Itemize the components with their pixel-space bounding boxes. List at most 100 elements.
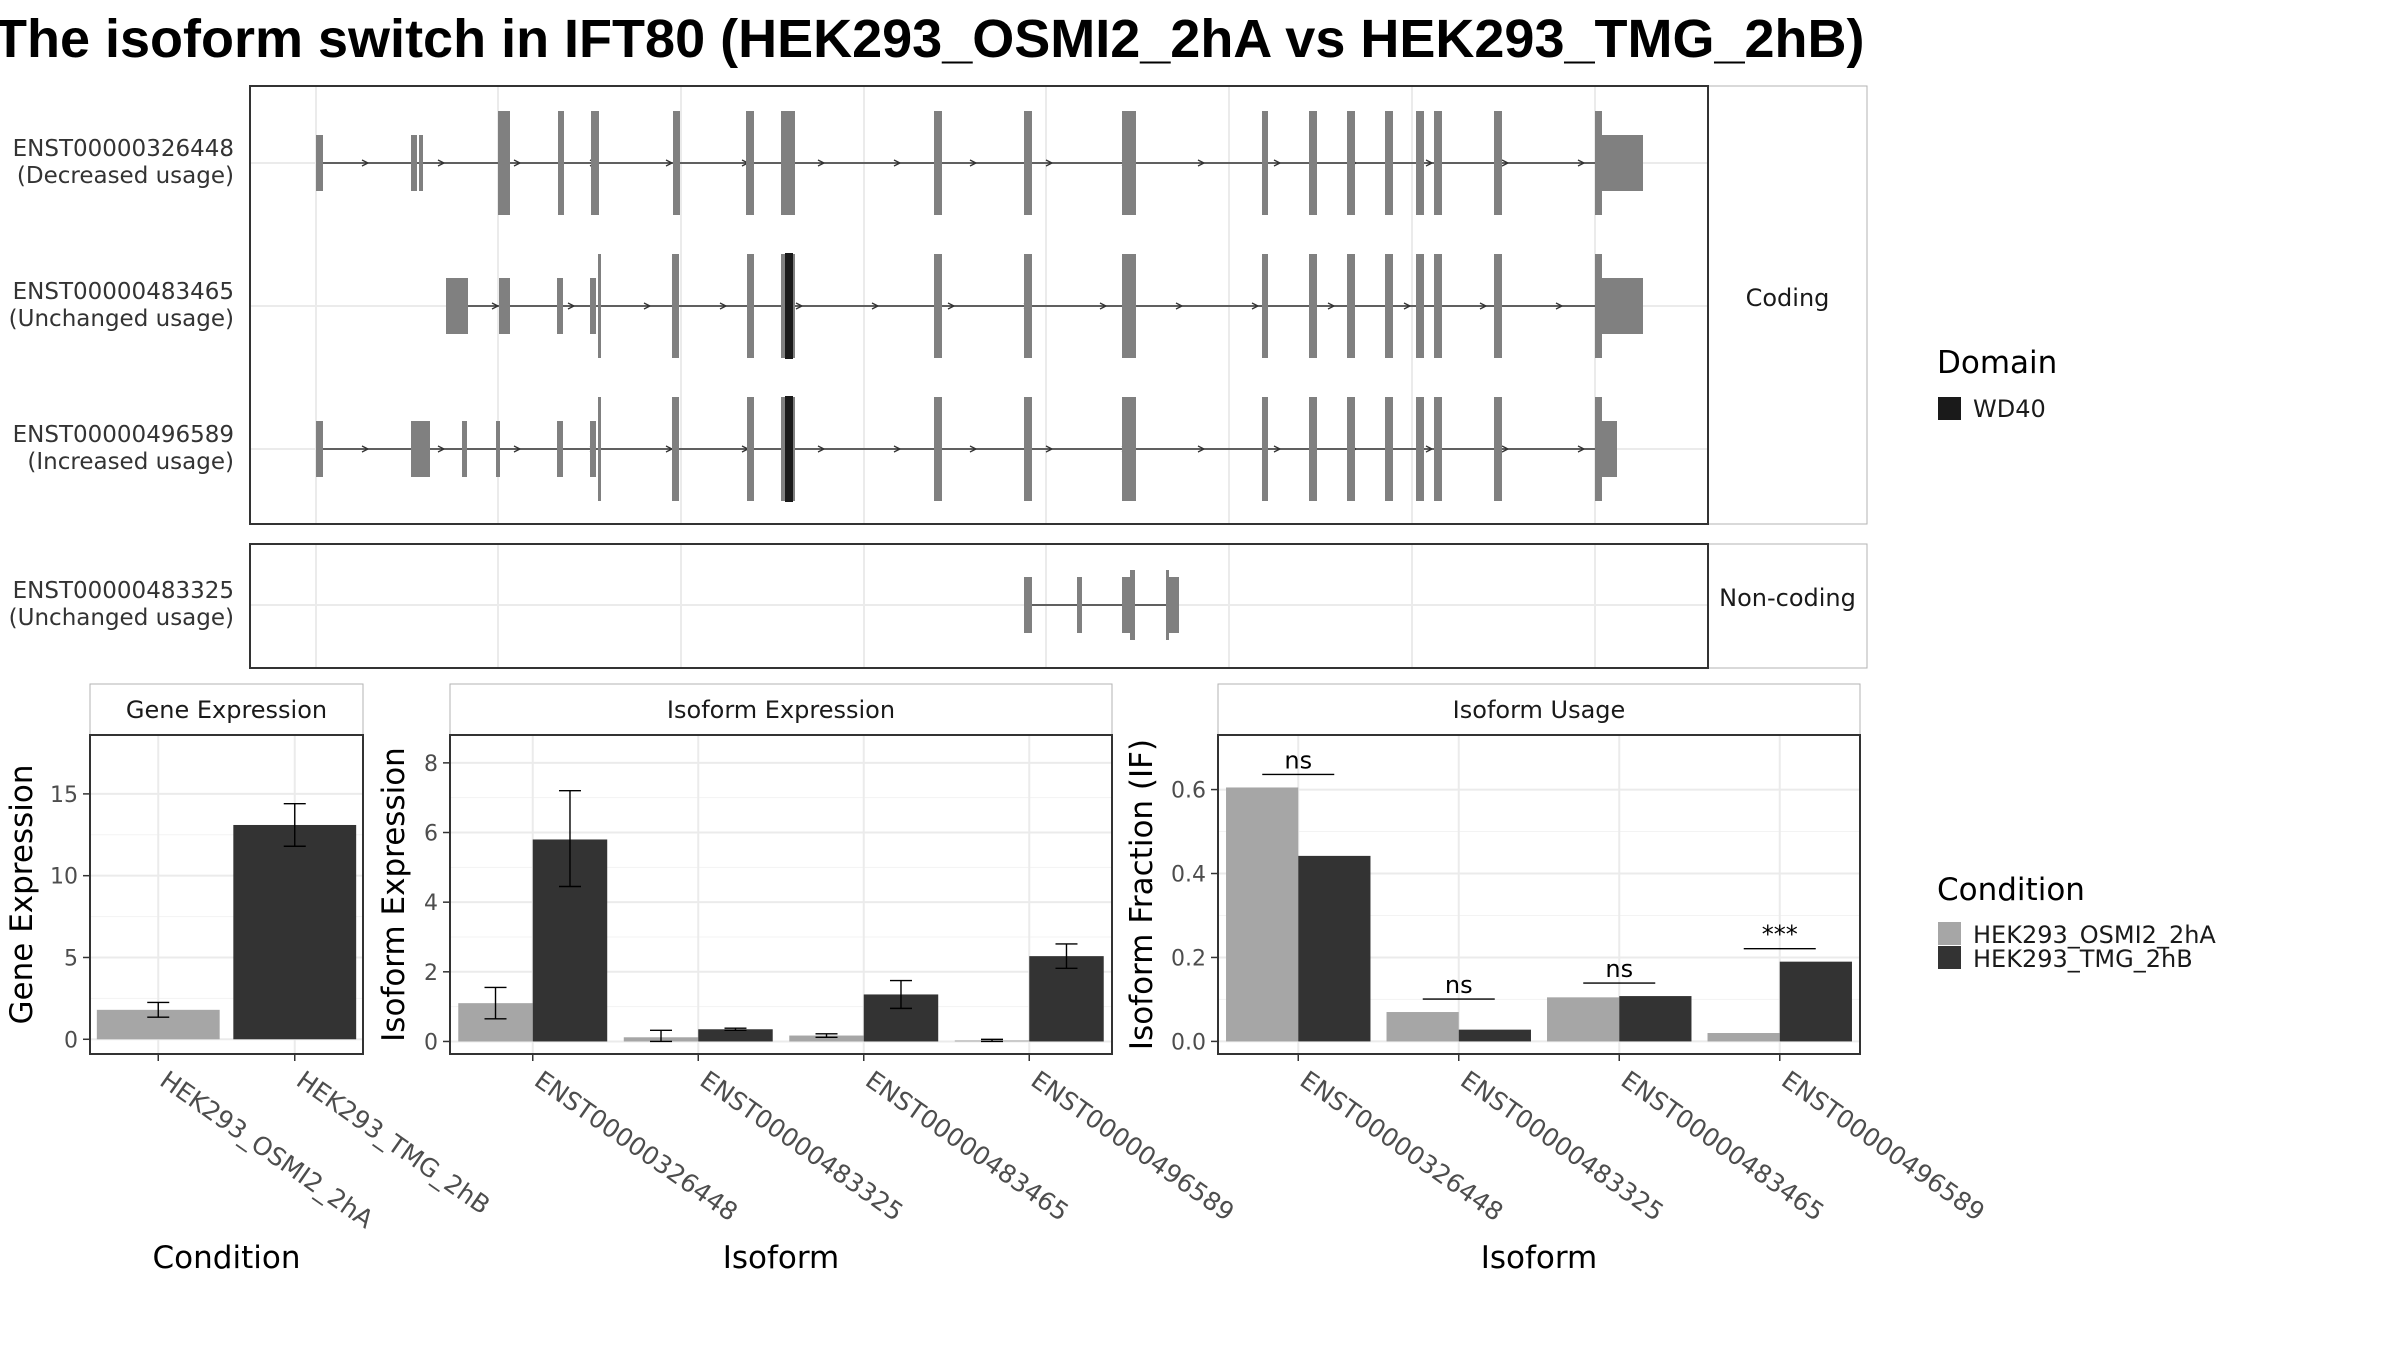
- exon: [1385, 254, 1393, 358]
- strand-arrow: [1099, 302, 1108, 310]
- exon: [411, 421, 430, 477]
- panel-border: [449, 734, 1113, 1055]
- strand-arrow: [1327, 302, 1336, 310]
- exon: [411, 135, 417, 191]
- strip-label-coding: Coding: [1746, 284, 1830, 312]
- exon: [1434, 111, 1442, 215]
- exon: [1262, 397, 1268, 501]
- condition-legend-label-a: HEK293_OSMI2_2hA: [1973, 921, 2216, 949]
- figure-title: The isoform switch in IFT80 (HEK293_OSMI…: [0, 9, 1865, 69]
- y-tick-label: 0.2: [1171, 946, 1206, 971]
- exon: [1024, 111, 1032, 215]
- bar: [698, 1029, 773, 1042]
- exon: [934, 397, 942, 501]
- strand-arrow: [1501, 159, 1510, 167]
- strand-arrow: [437, 159, 446, 167]
- bar: [1029, 956, 1104, 1042]
- domain-legend-title: Domain: [1937, 345, 2057, 381]
- y-tick-label: 0.4: [1171, 863, 1206, 888]
- strand-arrow: [795, 302, 804, 310]
- bar: [1298, 855, 1371, 1042]
- transcript-structure-panel: Coding Non-coding ENST00000326448(Decrease…: [9, 85, 1868, 669]
- exon: [1347, 254, 1355, 358]
- strand-arrow: [1501, 445, 1510, 453]
- significance-label: ns: [1445, 971, 1473, 999]
- strand-arrow: [969, 159, 978, 167]
- exon: [419, 135, 423, 191]
- domain-legend-label: WD40: [1973, 395, 2046, 423]
- transcript-usage-label: (Unchanged usage): [9, 306, 234, 332]
- strand-arrow: [1251, 302, 1260, 310]
- exon: [1416, 254, 1424, 358]
- exon: [1167, 577, 1179, 633]
- transcript-id-label: ENST00000496589: [13, 422, 234, 448]
- facet-border: [249, 543, 1709, 669]
- exon: [1077, 577, 1082, 633]
- strand-arrow: [817, 445, 826, 453]
- wd40-domain: [785, 253, 793, 359]
- strand-arrow: [437, 445, 446, 453]
- exon: [1434, 254, 1442, 358]
- exon: [1122, 111, 1136, 215]
- strand-arrow: [947, 302, 956, 310]
- transcript-id-label: ENST00000483325: [13, 578, 234, 604]
- gene-expression-panel: Gene Expression051015HEK293_OSMI2_2hAHEK…: [4, 683, 495, 1276]
- exon: [781, 111, 795, 215]
- exon: [1262, 111, 1268, 215]
- exon: [557, 278, 563, 334]
- y-tick-label: 8: [424, 752, 438, 777]
- exon: [1309, 254, 1317, 358]
- y-tick-label: 0.0: [1171, 1030, 1206, 1055]
- y-tick-label: 0.6: [1171, 779, 1206, 804]
- exon: [1262, 254, 1268, 358]
- exon: [1024, 577, 1032, 633]
- condition-legend-swatch-b: [1938, 946, 1961, 969]
- exon: [1024, 397, 1032, 501]
- bar: [1619, 996, 1692, 1042]
- y-axis-title: Isoform Fraction (IF): [1124, 739, 1160, 1050]
- strand-arrow: [1555, 302, 1564, 310]
- strand-arrow: [491, 302, 500, 310]
- exon: [934, 111, 942, 215]
- x-axis-title: Condition: [153, 1240, 301, 1276]
- strand-arrow: [1425, 445, 1434, 453]
- transcript-id-label: ENST00000483465: [13, 279, 234, 305]
- x-axis-title: Isoform: [1481, 1240, 1598, 1276]
- strand-arrow: [1273, 445, 1282, 453]
- panel-title: Isoform Expression: [667, 696, 895, 724]
- panel-border: [89, 734, 364, 1055]
- exon: [1385, 111, 1393, 215]
- panel-title: Isoform Usage: [1453, 696, 1626, 724]
- strand-arrow: [893, 445, 902, 453]
- bar: [1707, 1033, 1780, 1042]
- bar: [1226, 787, 1299, 1042]
- exon: [747, 397, 754, 501]
- exon: [316, 135, 323, 191]
- exon: [1601, 135, 1643, 191]
- strand-arrow: [1577, 159, 1586, 167]
- bar: [1779, 961, 1852, 1042]
- strand-arrow: [719, 302, 728, 310]
- condition-legend-title: Condition: [1937, 872, 2085, 908]
- exon: [1122, 397, 1136, 501]
- strand-arrow: [893, 159, 902, 167]
- y-axis-title: Gene Expression: [4, 765, 40, 1025]
- exon: [316, 421, 323, 477]
- exon: [496, 421, 500, 477]
- exon: [558, 111, 564, 215]
- panel-border: [1217, 734, 1861, 1055]
- exon: [557, 421, 563, 477]
- strand-arrow: [969, 445, 978, 453]
- strand-arrow: [1045, 445, 1054, 453]
- exon: [746, 111, 754, 215]
- strand-arrow: [643, 302, 652, 310]
- exon: [934, 254, 942, 358]
- exon: [498, 111, 510, 215]
- condition-legend-label-b: HEK293_TMG_2hB: [1973, 945, 2193, 973]
- exon: [1601, 421, 1617, 477]
- strand-arrow: [1197, 445, 1206, 453]
- exon: [672, 254, 679, 358]
- facet-border: [249, 85, 1709, 525]
- strand-arrow: [1045, 159, 1054, 167]
- strand-arrow: [567, 302, 576, 310]
